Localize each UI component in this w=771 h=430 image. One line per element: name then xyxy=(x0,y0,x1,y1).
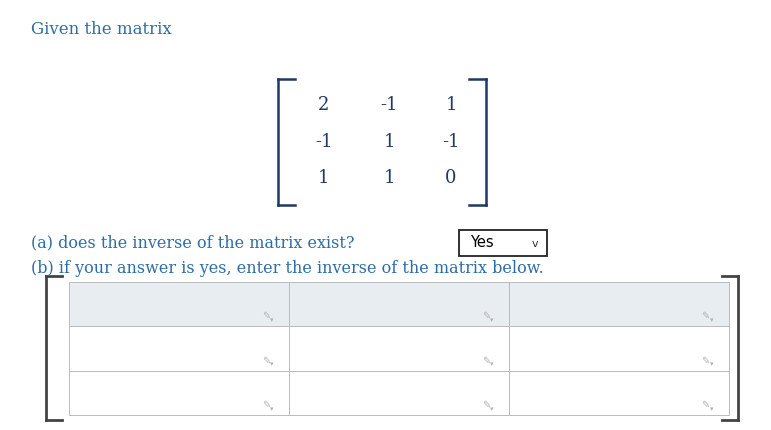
FancyBboxPatch shape xyxy=(289,326,509,371)
Text: 1: 1 xyxy=(384,169,395,187)
Text: Yes: Yes xyxy=(470,236,493,250)
Text: (a) does the inverse of the matrix exist?: (a) does the inverse of the matrix exist… xyxy=(31,234,355,252)
FancyBboxPatch shape xyxy=(289,282,509,326)
FancyBboxPatch shape xyxy=(69,282,289,326)
Text: ▾: ▾ xyxy=(490,362,493,368)
Text: ✎: ✎ xyxy=(702,355,709,366)
Text: ✎: ✎ xyxy=(262,400,270,410)
Text: ▾: ▾ xyxy=(710,317,713,323)
FancyBboxPatch shape xyxy=(69,371,289,415)
Text: ▾: ▾ xyxy=(490,406,493,412)
Text: ✎: ✎ xyxy=(702,311,709,321)
Text: ▾: ▾ xyxy=(271,406,274,412)
Text: v: v xyxy=(532,239,538,249)
Text: -1: -1 xyxy=(443,133,460,151)
Text: 2: 2 xyxy=(318,96,329,114)
FancyBboxPatch shape xyxy=(69,326,289,371)
Text: ▾: ▾ xyxy=(490,317,493,323)
Text: ✎: ✎ xyxy=(482,400,490,410)
Text: ✎: ✎ xyxy=(262,355,270,366)
Text: -1: -1 xyxy=(315,133,332,151)
FancyBboxPatch shape xyxy=(509,326,729,371)
Text: 0: 0 xyxy=(446,169,456,187)
Text: -1: -1 xyxy=(381,96,398,114)
FancyBboxPatch shape xyxy=(289,371,509,415)
Text: ✎: ✎ xyxy=(482,355,490,366)
Text: ▾: ▾ xyxy=(271,317,274,323)
Text: Given the matrix: Given the matrix xyxy=(31,22,172,39)
Text: 1: 1 xyxy=(384,133,395,151)
Text: ✎: ✎ xyxy=(702,400,709,410)
Text: ✎: ✎ xyxy=(482,311,490,321)
Text: ▾: ▾ xyxy=(271,362,274,368)
Text: 1: 1 xyxy=(318,169,329,187)
FancyBboxPatch shape xyxy=(459,230,547,256)
Text: ▾: ▾ xyxy=(710,406,713,412)
Text: 1: 1 xyxy=(446,96,456,114)
Text: ✎: ✎ xyxy=(262,311,270,321)
Text: ▾: ▾ xyxy=(710,362,713,368)
Text: (b) if your answer is yes, enter the inverse of the matrix below.: (b) if your answer is yes, enter the inv… xyxy=(31,260,544,277)
FancyBboxPatch shape xyxy=(509,371,729,415)
FancyBboxPatch shape xyxy=(509,282,729,326)
